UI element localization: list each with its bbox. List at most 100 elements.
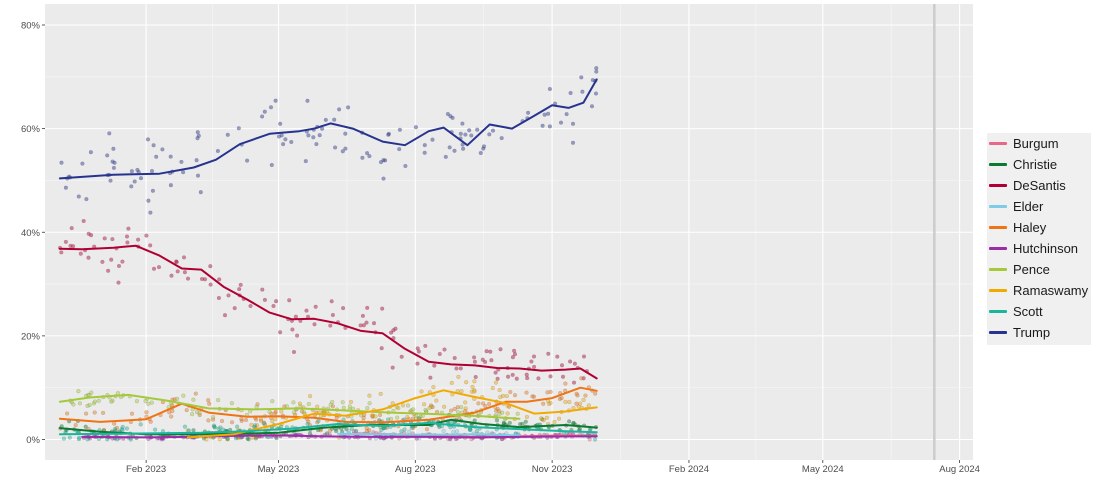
poll-point-pence — [229, 401, 234, 406]
poll-point-trump — [481, 146, 486, 151]
poll-point-desantis — [531, 364, 537, 369]
legend-item-haley: Haley — [987, 217, 1091, 238]
y-tick-label: 20% — [21, 331, 41, 342]
poll-point-trump — [589, 104, 595, 109]
poll-point-trump — [383, 158, 388, 163]
poll-point-pence — [71, 402, 76, 407]
poll-point-desantis — [274, 299, 279, 304]
poll-point-desantis — [86, 231, 91, 236]
poll-point-elder — [407, 429, 412, 434]
poll-point-desantis — [59, 250, 64, 255]
poll-point-haley — [306, 419, 311, 424]
trend-lines — [58, 78, 598, 439]
poll-point-haley — [495, 406, 500, 411]
y-tick-label: 0% — [26, 435, 40, 446]
poll-point-haley — [497, 409, 502, 414]
poll-point-desantis — [415, 361, 420, 366]
poll-point-scott — [218, 425, 223, 430]
poll-point-haley — [330, 404, 335, 409]
poll-point-ramaswamy — [431, 385, 436, 390]
poll-point-christie — [540, 417, 545, 422]
poll-point-desantis — [473, 374, 478, 380]
poll-point-haley — [239, 416, 244, 422]
poll-point-christie — [334, 428, 339, 434]
poll-point-desantis — [572, 361, 577, 366]
legend-item-ramaswamy: Ramaswamy — [987, 280, 1091, 301]
poll-point-scott — [235, 424, 240, 429]
poll-point-scott — [124, 426, 129, 431]
poll-point-ramaswamy — [258, 416, 264, 422]
poll-point-trump — [195, 136, 200, 141]
poll-point-haley — [361, 415, 366, 420]
poll-point-desantis — [560, 374, 566, 379]
poll-point-desantis — [529, 359, 534, 364]
poll-point-christie — [501, 420, 506, 425]
poll-point-christie — [523, 419, 528, 424]
poll-point-trump — [179, 159, 184, 164]
poll-point-haley — [169, 414, 174, 419]
poll-point-trump — [268, 105, 274, 110]
poll-point-desantis — [232, 306, 237, 311]
poll-point-haley — [494, 408, 499, 413]
legend-label: Haley — [1013, 220, 1047, 235]
poll-point-desantis — [442, 347, 447, 352]
trend-line-scott — [58, 421, 598, 436]
poll-point-haley — [364, 426, 369, 431]
poll-point-christie — [83, 424, 88, 429]
poll-point-ramaswamy — [427, 405, 432, 410]
poll-point-haley — [170, 409, 175, 414]
poll-point-trump — [269, 162, 274, 168]
poll-point-trump — [490, 128, 496, 133]
poll-point-trump — [346, 105, 351, 110]
poll-point-ramaswamy — [576, 404, 581, 409]
poll-point-desantis — [559, 363, 565, 368]
poll-point-ramaswamy — [217, 437, 222, 442]
poll-point-trump — [80, 161, 85, 166]
poll-point-ramaswamy — [373, 414, 378, 419]
poll-point-pence — [330, 399, 335, 405]
poll-point-christie — [225, 437, 230, 442]
poll-point-desantis — [360, 313, 365, 318]
poll-point-desantis — [555, 354, 560, 359]
poll-point-scott — [349, 426, 355, 431]
poll-point-trump — [460, 121, 465, 126]
poll-point-trump — [148, 210, 153, 215]
poll-point-trump — [76, 194, 81, 199]
poll-point-desantis — [428, 375, 433, 380]
poll-point-trump — [594, 69, 599, 74]
poll-point-desantis — [185, 276, 191, 281]
poll-point-trump — [132, 179, 137, 184]
poll-point-scott — [592, 437, 598, 442]
poll-point-haley — [579, 376, 584, 381]
poll-point-scott — [305, 421, 310, 426]
poll-point-pence — [143, 399, 148, 404]
poll-point-haley — [206, 418, 211, 423]
poll-point-scott — [474, 429, 479, 434]
trend-line-trump — [58, 78, 598, 180]
legend-item-pence: Pence — [987, 259, 1091, 280]
poll-point-pence — [115, 391, 121, 396]
poll-point-scott — [211, 423, 216, 428]
x-tick-label: May 2023 — [258, 464, 300, 475]
poll-point-scott — [402, 427, 407, 432]
poll-point-haley — [370, 413, 375, 418]
poll-point-trump — [111, 146, 116, 151]
poll-point-trump — [111, 165, 116, 170]
poll-point-desantis — [389, 330, 394, 335]
poll-point-scott — [76, 437, 81, 442]
poll-point-trump — [262, 109, 267, 114]
poll-point-desantis — [489, 358, 494, 363]
poll-point-ramaswamy — [463, 406, 468, 411]
poll-point-desantis — [291, 349, 297, 355]
poll-point-ramaswamy — [498, 395, 503, 400]
poll-point-trump — [168, 183, 173, 188]
trend-line-pence — [58, 393, 521, 420]
x-tick-label: Feb 2023 — [126, 464, 166, 475]
poll-point-trump — [570, 140, 576, 145]
poll-point-scott — [379, 427, 384, 432]
poll-point-haley — [583, 393, 588, 398]
poll-point-desantis — [393, 326, 398, 331]
poll-point-trump — [360, 155, 365, 160]
poll-point-desantis — [110, 237, 115, 242]
poll-point-trump — [475, 127, 480, 132]
